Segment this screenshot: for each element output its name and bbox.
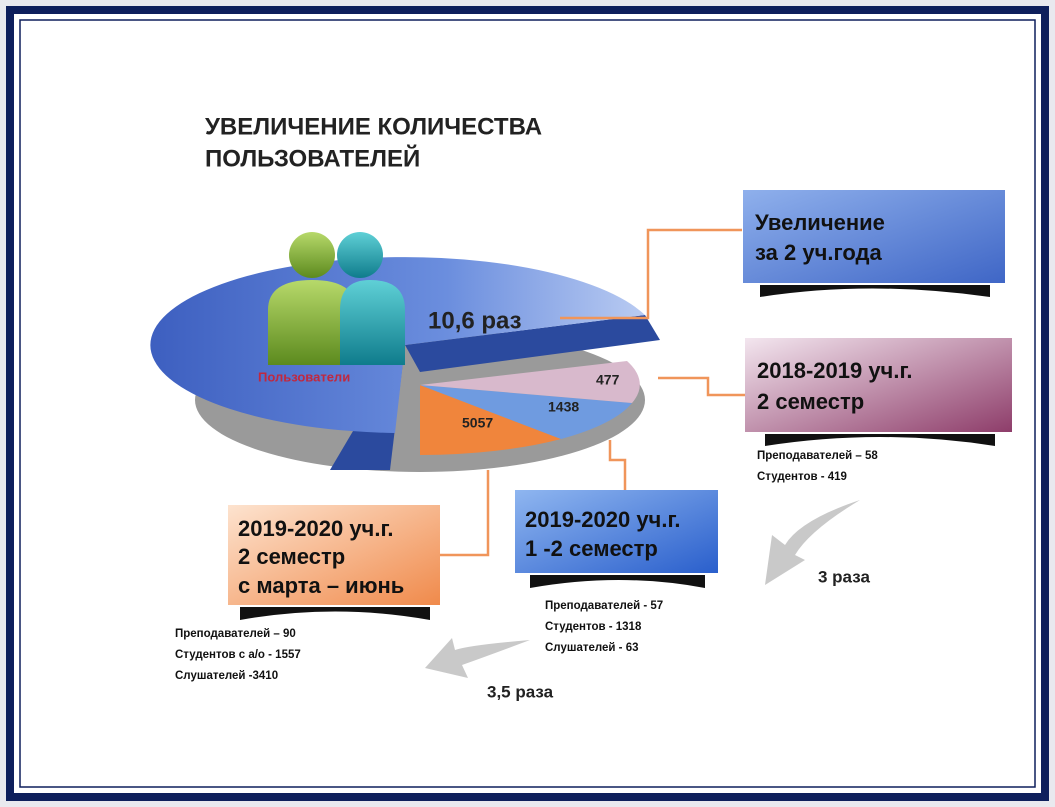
connector [608, 440, 627, 490]
box [228, 505, 440, 605]
connector [440, 470, 490, 557]
connector [658, 376, 745, 397]
arrow [425, 638, 530, 678]
box-text: 2 семестр [238, 544, 345, 569]
detail: Слушателей -3410 [175, 670, 278, 682]
icon-label: Пользователи [258, 369, 350, 384]
ratio: 3 раза [818, 567, 870, 586]
title: ПОЛЬЗОВАТЕЛЕЙ [205, 144, 420, 172]
frame-inner [19, 19, 1036, 788]
detail: Преподавателей - 57 [545, 600, 663, 612]
box-text: 2 семестр [757, 389, 864, 414]
pie-label: 477 [596, 372, 620, 388]
pie-slice [420, 361, 640, 403]
box-text: 1 -2 семестр [525, 536, 658, 561]
users-icon [268, 232, 405, 365]
detail: Преподавателей – 58 [757, 450, 878, 462]
title: УВЕЛИЧЕНИЕ КОЛИЧЕСТВА [205, 113, 542, 140]
box-text: за 2 уч.года [755, 240, 882, 265]
box-text: 2019-2020 уч.г. [525, 507, 681, 532]
connector [560, 228, 742, 320]
pie-label: 1438 [548, 399, 579, 415]
box-text: 2018-2019 уч.г. [757, 358, 913, 383]
arrow [765, 500, 860, 585]
box [745, 338, 1012, 432]
box-text: 2019-2020 уч.г. [238, 516, 394, 541]
box [743, 190, 1005, 283]
box-shadow [765, 434, 995, 446]
ratio: 3,5 раза [487, 682, 554, 701]
box-text: с марта – июнь [238, 573, 404, 598]
pie-side [405, 315, 660, 372]
detail: Студентов - 419 [757, 471, 847, 483]
detail: Преподавателей – 90 [175, 628, 296, 640]
detail: Студентов с а/о - 1557 [175, 649, 301, 661]
box-shadow [760, 285, 990, 297]
box-shadow [530, 575, 705, 588]
pie-slice [420, 385, 561, 456]
box-shadow [240, 607, 430, 620]
box [515, 490, 718, 573]
detail: Студентов - 1318 [545, 621, 642, 633]
pie-label: 5057 [462, 415, 493, 431]
growth-label: 10,6 раз [428, 307, 522, 334]
detail: Слушателей - 63 [545, 642, 639, 654]
box-text: Увеличение [755, 210, 885, 235]
